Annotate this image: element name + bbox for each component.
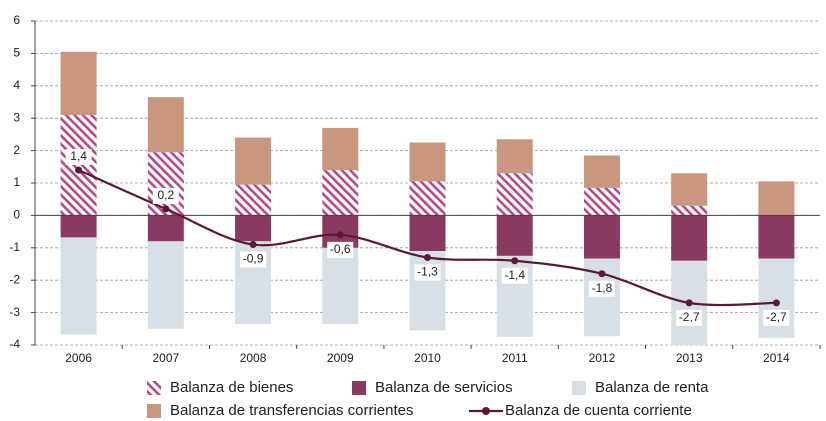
bar (322, 127, 359, 171)
line-marker (336, 231, 344, 239)
x-tick-label: 2006 (65, 351, 92, 365)
line-marker (75, 166, 83, 174)
line-marker (598, 270, 606, 278)
y-tick-label: 2 (13, 143, 20, 157)
label-bg (676, 309, 703, 326)
y-tick-label: 6 (13, 13, 20, 27)
bar (60, 114, 97, 216)
legend-swatch (482, 407, 490, 415)
bar (60, 237, 97, 335)
y-tick-label: -1 (9, 240, 20, 254)
x-tick-label: 2013 (676, 351, 703, 365)
bar (583, 215, 620, 259)
data-label: 0,2 (157, 188, 174, 202)
bar (758, 181, 795, 216)
bar (322, 247, 359, 324)
y-tick-label: 1 (13, 175, 20, 189)
data-label: -2,7 (766, 310, 787, 324)
bar (409, 215, 446, 252)
legend-label: Balanza de renta (595, 379, 709, 396)
data-label: 1,4 (70, 149, 87, 163)
y-tick-label: -3 (9, 305, 20, 319)
y-tick-label: 0 (13, 208, 20, 222)
legend-label: Balanza de cuenta corriente (505, 402, 692, 419)
bar (758, 258, 795, 338)
x-tick-label: 2008 (240, 351, 267, 365)
bar (671, 173, 708, 206)
legend-label: Balanza de transferencias corrientes (170, 402, 413, 419)
y-tick-label: 4 (13, 78, 20, 92)
bar (671, 215, 708, 261)
y-tick-label: 3 (13, 110, 20, 124)
label-bg (588, 280, 615, 297)
bar (496, 173, 533, 216)
bar (235, 137, 272, 185)
x-tick-label: 2007 (152, 351, 179, 365)
bar (583, 187, 620, 216)
bar (409, 181, 446, 216)
legend-swatch (147, 381, 161, 395)
legend-label: Balanza de bienes (170, 379, 293, 396)
data-label: -2,7 (679, 310, 700, 324)
label-bg (240, 251, 267, 268)
bar (671, 205, 708, 216)
line-marker (424, 254, 431, 262)
x-tick-label: 2014 (763, 351, 790, 365)
x-tick-label: 2011 (502, 351, 528, 365)
x-tick-label: 2009 (327, 351, 354, 365)
bar (583, 155, 620, 188)
label-bg (327, 241, 354, 258)
line-marker (249, 241, 257, 249)
line-marker (772, 299, 780, 307)
label-bg (501, 267, 528, 284)
bar (60, 215, 97, 238)
label-bg (414, 264, 441, 281)
y-tick-label: 5 (13, 46, 20, 60)
legend-label: Balanza de servicios (375, 379, 513, 396)
legend-swatch (147, 404, 161, 418)
legend-swatch (352, 381, 366, 395)
data-label: -0,9 (243, 252, 264, 266)
bar (322, 170, 359, 216)
legend-swatch (572, 381, 586, 395)
bar (147, 215, 184, 242)
label-bg (65, 149, 92, 166)
label-bg (152, 187, 179, 204)
bar (496, 139, 533, 174)
data-label: -0,6 (330, 242, 351, 256)
bar (758, 215, 795, 259)
y-tick-label: -4 (9, 337, 20, 351)
line-marker (685, 299, 693, 307)
bar (235, 215, 272, 242)
line-marker (162, 205, 170, 213)
bar (147, 97, 184, 153)
line-marker (511, 257, 519, 265)
x-tick-label: 2012 (589, 351, 616, 365)
bar (409, 251, 446, 331)
bar (147, 241, 184, 329)
x-tick-label: 2010 (414, 351, 441, 365)
bar (409, 142, 446, 182)
bar (496, 215, 533, 256)
bar (60, 51, 97, 115)
data-label: -1,3 (417, 265, 438, 279)
label-bg (763, 309, 790, 326)
bar (235, 184, 272, 216)
y-tick-label: -2 (9, 272, 20, 286)
data-label: -1,8 (592, 281, 613, 295)
data-label: -1,4 (504, 268, 525, 282)
